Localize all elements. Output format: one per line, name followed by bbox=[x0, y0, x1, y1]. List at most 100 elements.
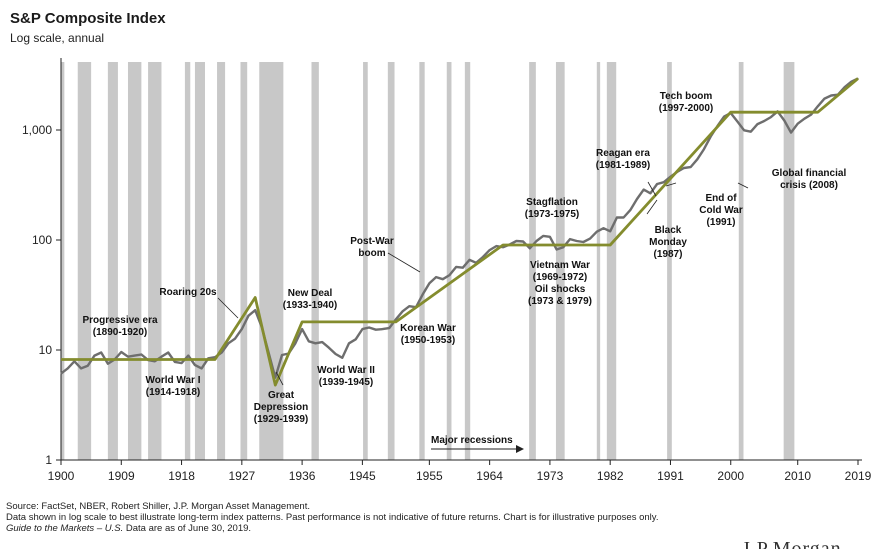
legend-label: Major recessions bbox=[431, 435, 513, 446]
annotation-line: Great bbox=[268, 390, 295, 401]
index-point bbox=[308, 340, 310, 342]
annotation-leader bbox=[275, 371, 284, 386]
index-point bbox=[187, 354, 189, 357]
annotation: Vietnam War (1969-1972) Oil shocks (1973 & … bbox=[528, 260, 592, 307]
index-point bbox=[93, 354, 96, 357]
recession-band bbox=[259, 62, 284, 460]
annotation-line: (1890-1920) bbox=[93, 327, 147, 338]
index-point bbox=[535, 240, 538, 242]
x-tick-label: 1918 bbox=[168, 469, 195, 483]
index-point bbox=[495, 245, 497, 247]
index-point bbox=[830, 94, 832, 97]
recession-band bbox=[783, 62, 795, 460]
recession-band bbox=[419, 62, 425, 460]
x-tick-label: 1964 bbox=[476, 469, 503, 483]
index-point bbox=[817, 105, 819, 107]
index-point bbox=[542, 235, 544, 237]
index-point bbox=[656, 183, 658, 185]
annotation-line: Depression bbox=[254, 402, 308, 413]
annotation-line: (1933-1940) bbox=[283, 300, 337, 311]
annotation-line: crisis (2008) bbox=[780, 180, 838, 191]
index-point bbox=[529, 247, 531, 249]
annotation-line: Post-War bbox=[350, 236, 394, 247]
index-point bbox=[348, 342, 350, 344]
index-point bbox=[622, 216, 625, 219]
index-point bbox=[388, 327, 390, 329]
annotation-line: (1914-1918) bbox=[146, 387, 200, 398]
annotation: Progressive era (1890-1920) bbox=[82, 315, 157, 338]
annotation-line: (1950-1953) bbox=[401, 335, 455, 346]
annotation-leader bbox=[737, 182, 749, 189]
recession-band bbox=[596, 62, 601, 460]
index-point bbox=[489, 249, 491, 251]
index-point bbox=[301, 328, 303, 330]
annotation-leader bbox=[646, 199, 658, 215]
index-point bbox=[408, 305, 410, 307]
x-tick-label: 1982 bbox=[597, 469, 624, 483]
index-point bbox=[361, 328, 363, 330]
index-point bbox=[154, 360, 156, 362]
index-point bbox=[663, 181, 665, 183]
x-tick-label: 1955 bbox=[416, 469, 443, 483]
annotation: World War II (1939-1945) bbox=[317, 365, 375, 388]
recession-bands bbox=[61, 62, 795, 460]
index-point bbox=[73, 360, 75, 362]
annotation: Stagflation (1973-1975) bbox=[525, 197, 579, 220]
index-point bbox=[643, 189, 645, 191]
index-point bbox=[723, 115, 725, 118]
recession-band bbox=[240, 62, 248, 460]
annotation-line: Vietnam War bbox=[530, 260, 590, 271]
index-point bbox=[194, 364, 196, 366]
index-point bbox=[442, 278, 444, 280]
index-point bbox=[468, 259, 471, 261]
index-point bbox=[160, 356, 163, 358]
footer: Source: FactSet, NBER, Robert Shiller, J… bbox=[6, 501, 706, 534]
annotation-line: (1987) bbox=[654, 249, 683, 260]
annotation-leader bbox=[387, 252, 421, 273]
recession-band bbox=[148, 62, 162, 460]
index-point bbox=[803, 118, 806, 120]
index-point bbox=[689, 166, 692, 168]
recession-band bbox=[311, 62, 319, 460]
index-point bbox=[609, 230, 611, 232]
axes: 1 10 100 1,000 1900 1909 1918 1927 1936 1945 1955 1… bbox=[22, 58, 872, 483]
annotation-leader bbox=[217, 297, 239, 319]
index-point bbox=[375, 329, 377, 331]
annotation-leader bbox=[665, 182, 677, 187]
index-point bbox=[562, 246, 564, 248]
index-point bbox=[234, 337, 236, 340]
index-point bbox=[602, 227, 605, 229]
index-point bbox=[134, 354, 136, 357]
index-point bbox=[683, 167, 685, 169]
x-tick-label: 1900 bbox=[48, 469, 75, 483]
trend-series bbox=[61, 77, 859, 387]
annotation: Post-War boom bbox=[350, 236, 394, 259]
annotation-line: (1973 & 1979) bbox=[528, 296, 592, 307]
index-point bbox=[100, 351, 102, 354]
recession-band bbox=[606, 62, 617, 460]
annotation-line: (1969-1972) bbox=[533, 272, 587, 283]
index-point bbox=[314, 342, 317, 344]
recession-band bbox=[387, 62, 395, 460]
index-point bbox=[629, 209, 631, 211]
index-point bbox=[201, 367, 203, 370]
annotation-line: (1939-1945) bbox=[319, 377, 373, 388]
annotation-line: boom bbox=[358, 248, 385, 259]
annotation-line: Stagflation bbox=[526, 197, 578, 208]
chart-title: S&P Composite Index bbox=[10, 10, 166, 27]
index-point bbox=[455, 266, 457, 268]
source-line: Source: FactSet, NBER, Robert Shiller, J… bbox=[6, 501, 310, 512]
annotation-line: Roaring 20s bbox=[159, 287, 217, 298]
annotation-line: Korean War bbox=[400, 323, 456, 334]
x-tick-label: 1973 bbox=[537, 469, 564, 483]
annotation: Global financial crisis (2008) bbox=[772, 168, 847, 191]
index-point bbox=[596, 231, 598, 233]
index-point bbox=[247, 315, 250, 317]
index-point bbox=[180, 362, 183, 364]
annotation-line: New Deal bbox=[288, 288, 333, 299]
annotation: Roaring 20s bbox=[159, 287, 217, 298]
annotation-line: (1997-2000) bbox=[659, 103, 713, 114]
x-tick-label: 1927 bbox=[228, 469, 255, 483]
index-point bbox=[763, 120, 765, 122]
recession-band bbox=[217, 62, 226, 460]
